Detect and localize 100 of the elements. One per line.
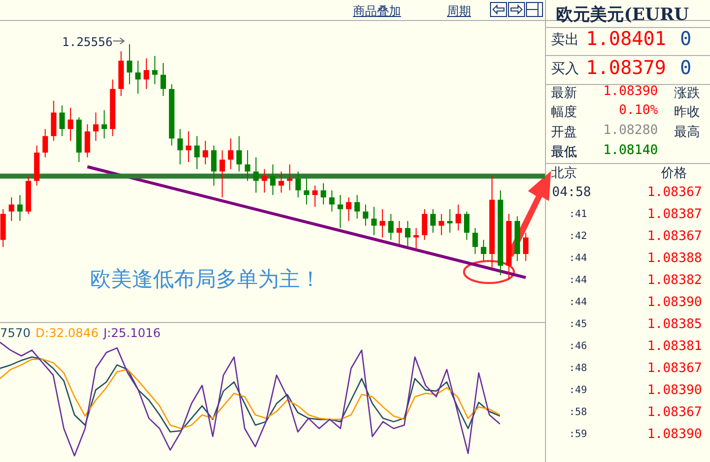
candlestick bbox=[354, 194, 360, 220]
candlestick bbox=[211, 145, 217, 186]
text: :59 bbox=[569, 429, 588, 440]
candlestick bbox=[160, 62, 166, 97]
candlestick bbox=[396, 220, 402, 246]
text: :58 bbox=[569, 407, 588, 418]
candlestick bbox=[270, 164, 276, 196]
candlestick bbox=[50, 100, 56, 142]
text: 涨跌 bbox=[674, 85, 700, 102]
series-label: J:25.1016 bbox=[103, 326, 161, 340]
text: 0 bbox=[680, 57, 692, 79]
text: 买入 bbox=[551, 60, 579, 78]
text: 最新 bbox=[551, 85, 577, 102]
candlestick bbox=[346, 196, 352, 222]
series-label: 7570 bbox=[0, 326, 31, 340]
text: :44 bbox=[569, 275, 588, 286]
text: 1.08390 bbox=[603, 84, 658, 99]
text: 欧元美元(EURU bbox=[556, 4, 689, 26]
text: 1.08390 bbox=[647, 427, 702, 442]
candlestick bbox=[523, 232, 528, 262]
text: 1.08390 bbox=[647, 295, 702, 310]
text: 1.08367 bbox=[647, 405, 702, 420]
text: :44 bbox=[569, 297, 588, 308]
candlestick bbox=[228, 138, 234, 170]
candlestick bbox=[8, 196, 14, 222]
candlestick bbox=[126, 44, 132, 85]
text: 0.10% bbox=[618, 103, 658, 118]
text: 幅度 bbox=[551, 104, 577, 121]
text: 1.08388 bbox=[647, 251, 702, 266]
text: 1.08140 bbox=[603, 143, 658, 158]
text: :48 bbox=[569, 363, 588, 374]
candlestick bbox=[42, 128, 48, 158]
text: :42 bbox=[569, 231, 588, 242]
candlestick bbox=[152, 55, 158, 85]
candlestick bbox=[338, 194, 344, 229]
candlestick bbox=[329, 190, 335, 212]
candlestick bbox=[312, 185, 318, 208]
text: 昨收 bbox=[674, 104, 700, 121]
candlestick bbox=[84, 124, 90, 158]
candlestick bbox=[253, 156, 259, 194]
candlestick bbox=[101, 110, 107, 139]
candlestick bbox=[278, 170, 284, 194]
text: 1.08401 bbox=[586, 28, 666, 50]
candlestick bbox=[371, 206, 377, 236]
candlestick bbox=[286, 164, 292, 191]
text: 1.08390 bbox=[647, 383, 702, 398]
candlestick bbox=[186, 130, 192, 163]
text: :44 bbox=[569, 253, 588, 264]
candlestick bbox=[380, 208, 386, 238]
candlestick bbox=[404, 220, 410, 248]
candlestick bbox=[295, 170, 301, 198]
candlestick bbox=[177, 128, 183, 165]
candlestick bbox=[17, 194, 23, 222]
candlestick bbox=[464, 211, 470, 240]
text: 商品叠加 bbox=[353, 3, 401, 20]
candlestick bbox=[194, 136, 200, 170]
candlestick bbox=[244, 150, 250, 182]
text: :41 bbox=[569, 209, 588, 220]
candlestick bbox=[388, 213, 394, 240]
candlestick bbox=[236, 136, 242, 172]
candlestick bbox=[447, 208, 453, 234]
text: 1.08367 bbox=[647, 185, 702, 200]
text: :45 bbox=[569, 319, 588, 330]
text: 1.08379 bbox=[586, 57, 666, 79]
candlestick bbox=[93, 112, 99, 142]
text: 最低 bbox=[551, 144, 577, 161]
annotation: 欧美逢低布局多单为主！ bbox=[90, 266, 321, 293]
text: 1.08367 bbox=[647, 229, 702, 244]
candlestick bbox=[320, 182, 326, 205]
candlestick bbox=[362, 204, 368, 226]
text: 开盘 bbox=[551, 124, 577, 141]
text: :46 bbox=[569, 341, 588, 352]
text: 1.08280 bbox=[603, 123, 658, 138]
text: 04:58 bbox=[552, 185, 592, 200]
candlestick bbox=[59, 104, 65, 137]
candlestick bbox=[304, 178, 310, 205]
candlestick bbox=[220, 150, 225, 198]
text: 1.08385 bbox=[647, 317, 702, 332]
annotation: 1.25556 bbox=[62, 35, 113, 49]
text: 最高 bbox=[674, 124, 700, 141]
text: 卖出 bbox=[551, 31, 579, 49]
series-label: D:32.0846 bbox=[36, 326, 98, 340]
candlestick bbox=[262, 168, 268, 194]
candlestick bbox=[480, 239, 486, 262]
candlestick bbox=[135, 60, 141, 94]
text: 1.08382 bbox=[647, 273, 702, 288]
candlestick bbox=[144, 58, 150, 90]
text: 周期 bbox=[447, 3, 471, 20]
candlestick bbox=[202, 140, 208, 165]
text: 北京 bbox=[551, 165, 577, 182]
text: 1.08367 bbox=[647, 361, 702, 376]
text: 1.08381 bbox=[647, 339, 702, 354]
candlestick bbox=[472, 228, 478, 254]
text: :49 bbox=[569, 385, 588, 396]
text: 0 bbox=[680, 28, 692, 50]
candlestick bbox=[438, 213, 444, 236]
candlestick bbox=[456, 204, 462, 231]
candlestick bbox=[422, 208, 428, 240]
text: 1.08387 bbox=[647, 207, 702, 222]
candlestick bbox=[413, 228, 419, 250]
